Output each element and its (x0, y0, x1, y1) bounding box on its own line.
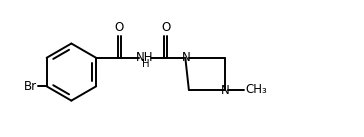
Text: O: O (115, 21, 124, 34)
Text: NH: NH (135, 51, 153, 64)
Text: O: O (161, 21, 170, 34)
Text: Br: Br (24, 80, 37, 93)
Text: H: H (142, 59, 149, 69)
Text: N: N (221, 85, 230, 98)
Text: CH₃: CH₃ (245, 83, 267, 96)
Text: N: N (182, 51, 191, 64)
